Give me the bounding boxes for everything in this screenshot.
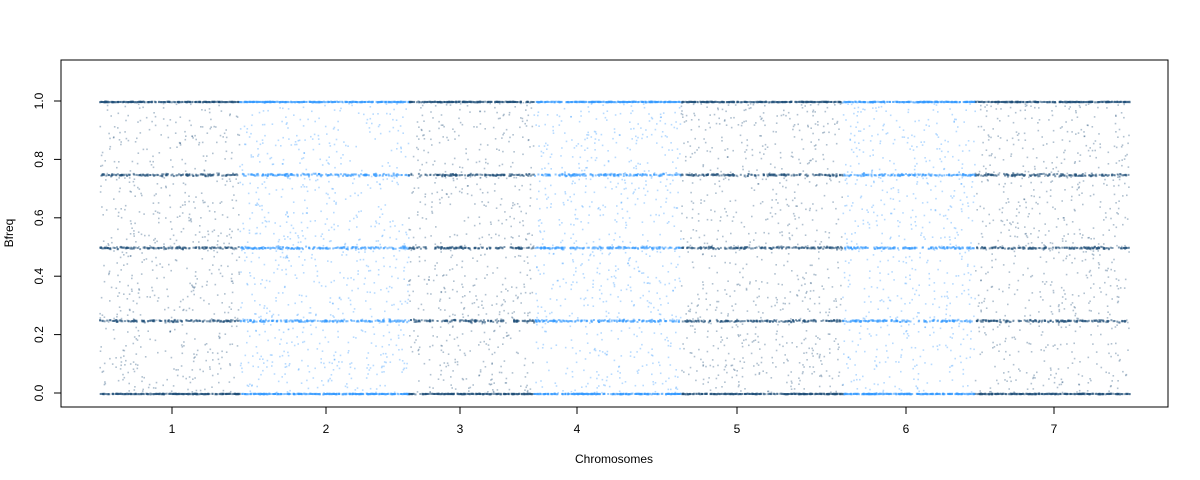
chromosome-1-points <box>99 100 241 396</box>
chromosome-6-points <box>842 100 977 396</box>
x-axis-title: Chromosomes <box>575 452 653 466</box>
y-tick-label-0.0: 0.0 <box>32 384 46 401</box>
y-axis: 0.0 0.2 0.4 0.6 0.8 1.0 <box>32 92 62 401</box>
y-tick-label-0.2: 0.2 <box>32 326 46 343</box>
x-tick-label-6: 6 <box>903 422 910 436</box>
chromosome-4-points <box>533 100 682 396</box>
x-tick-label-5: 5 <box>734 422 741 436</box>
x-axis: 1 2 3 4 5 6 7 <box>169 406 1058 436</box>
y-tick-label-1.0: 1.0 <box>32 92 46 109</box>
x-tick-label-3: 3 <box>457 422 464 436</box>
chromosome-3-points <box>408 100 536 396</box>
chromosome-5-points <box>680 100 844 396</box>
chromosome-2-points <box>239 100 410 396</box>
y-tick-label-0.8: 0.8 <box>32 151 46 168</box>
y-tick-label-0.4: 0.4 <box>32 268 46 285</box>
y-axis-title: Bfreq <box>2 219 16 248</box>
chromosome-7-points <box>974 100 1131 396</box>
x-tick-label-2: 2 <box>323 422 330 436</box>
x-tick-label-1: 1 <box>169 422 176 436</box>
x-tick-label-7: 7 <box>1051 422 1058 436</box>
scatter-points <box>99 100 1131 396</box>
y-tick-label-0.6: 0.6 <box>32 209 46 226</box>
x-tick-label-4: 4 <box>574 422 581 436</box>
